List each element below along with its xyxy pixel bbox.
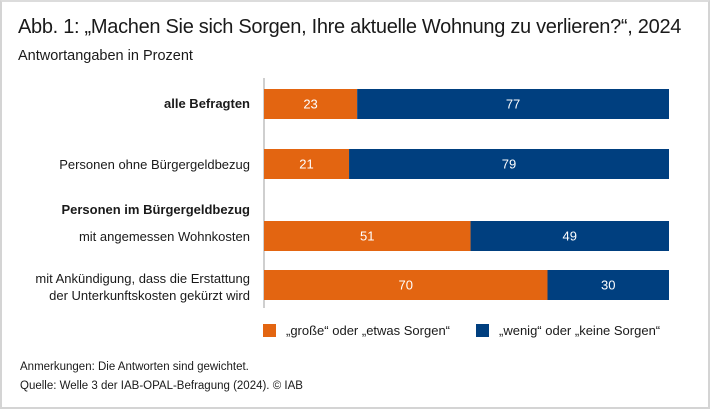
data-label-not-worried-0: 77 <box>506 97 520 112</box>
data-label-worried-0: 23 <box>303 97 317 112</box>
category-label-cut-announced: mit Ankündigung, dass die Erstattung der… <box>35 270 250 304</box>
bar-segment-worried-3 <box>264 270 548 300</box>
bar-segment-worried-2 <box>264 221 471 251</box>
legend-item-worried: „große“ oder „etwas Sorgen“ <box>263 323 450 338</box>
legend-label-worried: „große“ oder „etwas Sorgen“ <box>286 323 451 338</box>
category-label-all: alle Befragten <box>164 96 250 111</box>
bar-segment-not-worried-2 <box>470 221 669 251</box>
bar-segment-not-worried-0 <box>357 89 669 119</box>
category-label-line-2: der Unterkunftskosten gekürzt wird <box>49 288 250 303</box>
data-label-not-worried-1: 79 <box>502 157 516 172</box>
bars-group: 23 77 21 79 51 49 70 30 <box>264 89 669 300</box>
footnote-note: Anmerkungen: Die Antworten sind gewichte… <box>20 361 249 373</box>
data-label-not-worried-3: 30 <box>601 278 615 293</box>
bar-segment-worried-0 <box>264 89 358 119</box>
bar-segment-worried-1 <box>264 149 350 179</box>
chart-subtitle: Antwortangaben in Prozent <box>18 48 193 64</box>
category-label-without-benefits: Personen ohne Bürgergeldbezug <box>59 157 250 172</box>
data-label-worried-1: 21 <box>299 157 313 172</box>
footnote-source: Quelle: Welle 3 der IAB-OPAL-Befragung (… <box>20 380 303 392</box>
legend-item-not-worried: „wenig“ oder „keine Sorgen“ <box>476 323 660 338</box>
category-label-line-1: mit Ankündigung, dass die Erstattung <box>35 271 250 286</box>
bar-segment-not-worried-1 <box>349 149 669 179</box>
legend-label-not-worried: „wenig“ oder „keine Sorgen“ <box>499 323 661 338</box>
group-heading-with-benefits: Personen im Bürgergeldbezug <box>61 202 250 217</box>
chart-title: Abb. 1: „Machen Sie sich Sorgen, Ihre ak… <box>18 16 682 38</box>
legend-swatch-blue <box>476 324 489 337</box>
legend-swatch-orange <box>263 324 276 337</box>
data-label-worried-3: 70 <box>399 278 413 293</box>
data-label-worried-2: 51 <box>360 229 374 244</box>
bar-segment-not-worried-3 <box>547 270 669 300</box>
category-label-appropriate-costs: mit angemessen Wohnkosten <box>78 229 250 244</box>
data-label-not-worried-2: 49 <box>563 229 577 244</box>
